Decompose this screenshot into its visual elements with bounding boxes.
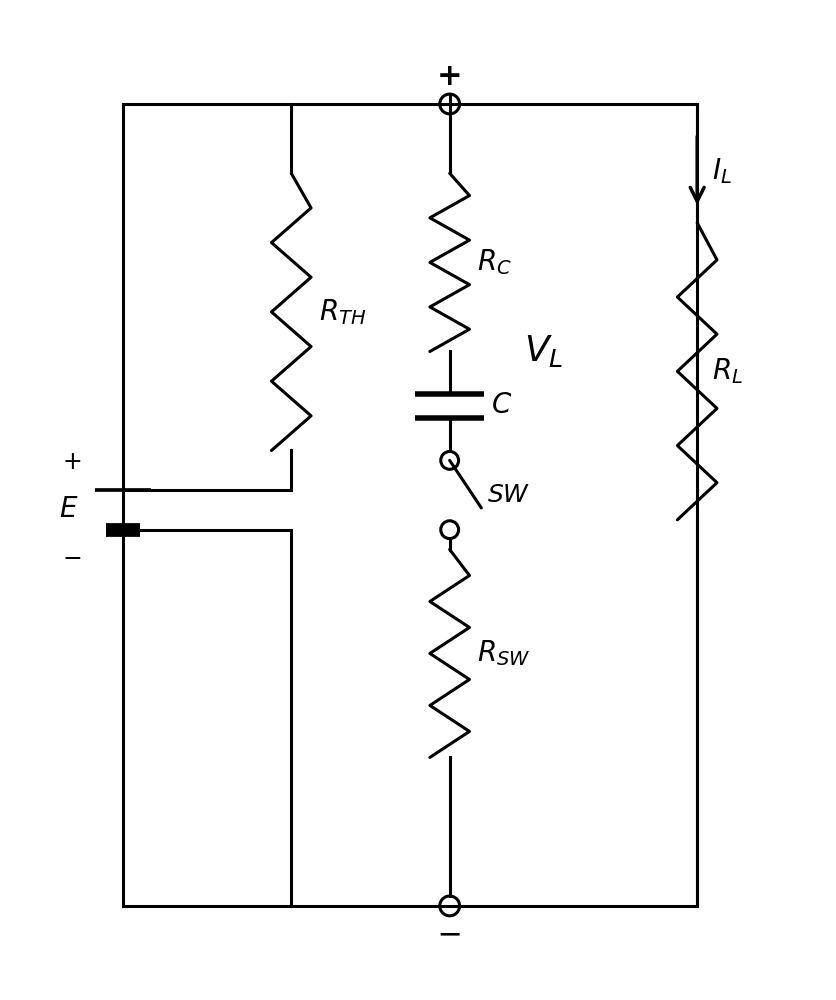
Text: ─: ─ — [441, 921, 459, 950]
Text: $R_{L}$: $R_{L}$ — [712, 356, 743, 386]
Text: $E$: $E$ — [59, 496, 78, 523]
Text: $SW$: $SW$ — [487, 484, 531, 507]
Text: $V_{L}$: $V_{L}$ — [524, 333, 563, 369]
Text: $I_{L}$: $I_{L}$ — [712, 156, 732, 186]
Text: $R_{TH}$: $R_{TH}$ — [319, 297, 366, 327]
Text: +: + — [437, 62, 462, 91]
Text: $-$: $-$ — [62, 545, 81, 569]
Text: $+$: $+$ — [62, 450, 81, 474]
Text: $C$: $C$ — [492, 392, 512, 419]
Text: $R_{SW}$: $R_{SW}$ — [477, 639, 531, 668]
Text: $R_{C}$: $R_{C}$ — [477, 247, 512, 277]
